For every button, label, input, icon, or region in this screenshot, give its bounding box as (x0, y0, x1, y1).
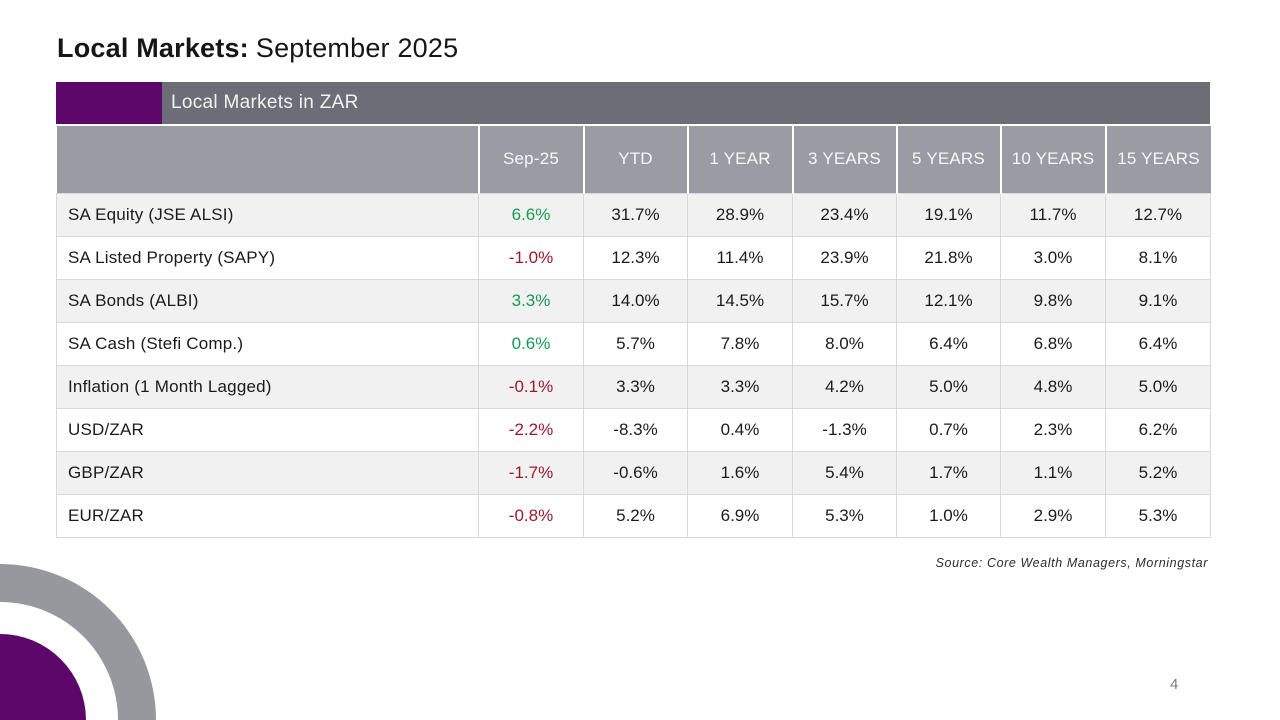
slide-title-period: September 2025 (255, 33, 459, 63)
local-markets-table-section: Local Markets in ZAR Sep-25 YTD 1 YEAR 3… (56, 82, 1211, 538)
table-row: SA Bonds (ALBI) 3.3% 14.0% 14.5% 15.7% 1… (56, 278, 1211, 323)
row-label: SA Equity (JSE ALSI) (56, 192, 479, 237)
metric-cell: -1.0% (478, 235, 584, 280)
metric-cell: 15.7% (792, 278, 897, 323)
metric-cell: 1.6% (687, 450, 793, 495)
metric-cell: 3.3% (583, 364, 688, 409)
metric-cell: 5.0% (896, 364, 1001, 409)
metric-cell: 0.4% (687, 407, 793, 452)
column-header-sep25: Sep-25 (477, 124, 584, 193)
page-number: 4 (1170, 676, 1179, 693)
metric-cell: 14.0% (583, 278, 688, 323)
metric-cell: 11.7% (1000, 192, 1106, 237)
metric-cell: 2.9% (1000, 493, 1106, 538)
table-row: EUR/ZAR -0.8% 5.2% 6.9% 5.3% 1.0% 2.9% 5… (56, 493, 1211, 538)
row-label: SA Cash (Stefi Comp.) (56, 321, 479, 366)
metric-cell: 12.1% (896, 278, 1001, 323)
table-row: Inflation (1 Month Lagged) -0.1% 3.3% 3.… (56, 364, 1211, 409)
metric-cell: 5.4% (792, 450, 897, 495)
metric-cell: -0.6% (583, 450, 688, 495)
column-header-blank (56, 124, 479, 193)
column-header-1year: 1 YEAR (686, 124, 793, 193)
metric-cell: -0.1% (478, 364, 584, 409)
metric-cell: 5.3% (792, 493, 897, 538)
row-label: SA Listed Property (SAPY) (56, 235, 479, 280)
metric-cell: 1.7% (896, 450, 1001, 495)
column-header-10years: 10 YEARS (999, 124, 1106, 193)
table-row: SA Equity (JSE ALSI) 6.6% 31.7% 28.9% 23… (56, 192, 1211, 237)
metric-cell: 1.0% (896, 493, 1001, 538)
metric-cell: 6.6% (478, 192, 584, 237)
metric-cell: 0.7% (896, 407, 1001, 452)
metric-cell: 8.1% (1105, 235, 1211, 280)
metric-cell: 6.4% (896, 321, 1001, 366)
table-row: SA Listed Property (SAPY) -1.0% 12.3% 11… (56, 235, 1211, 280)
metric-cell: -0.8% (478, 493, 584, 538)
metric-cell: 8.0% (792, 321, 897, 366)
metric-cell: -2.2% (478, 407, 584, 452)
metric-cell: 5.3% (1105, 493, 1211, 538)
metric-cell: -1.3% (792, 407, 897, 452)
column-header-3years: 3 YEARS (791, 124, 897, 193)
slide-title-bold: Local Markets: (57, 33, 249, 63)
row-label: Inflation (1 Month Lagged) (56, 364, 479, 409)
metric-cell: -8.3% (583, 407, 688, 452)
metric-cell: 23.4% (792, 192, 897, 237)
source-note: Source: Core Wealth Managers, Morningsta… (935, 556, 1208, 570)
table-banner-title: Local Markets in ZAR (162, 82, 1210, 124)
metric-cell: 3.3% (687, 364, 793, 409)
metric-cell: 4.8% (1000, 364, 1106, 409)
row-label: USD/ZAR (56, 407, 479, 452)
metric-cell: 14.5% (687, 278, 793, 323)
metric-cell: 5.2% (1105, 450, 1211, 495)
table-row: USD/ZAR -2.2% -8.3% 0.4% -1.3% 0.7% 2.3%… (56, 407, 1211, 452)
markets-table: Sep-25 YTD 1 YEAR 3 YEARS 5 YEARS 10 YEA… (56, 124, 1211, 538)
row-label: SA Bonds (ALBI) (56, 278, 479, 323)
metric-cell: 21.8% (896, 235, 1001, 280)
metric-cell: 31.7% (583, 192, 688, 237)
metric-cell: 7.8% (687, 321, 793, 366)
metric-cell: 6.9% (687, 493, 793, 538)
metric-cell: 11.4% (687, 235, 793, 280)
metric-cell: 12.7% (1105, 192, 1211, 237)
metric-cell: 1.1% (1000, 450, 1106, 495)
metric-cell: 5.0% (1105, 364, 1211, 409)
table-row: GBP/ZAR -1.7% -0.6% 1.6% 5.4% 1.7% 1.1% … (56, 450, 1211, 495)
metric-cell: 4.2% (792, 364, 897, 409)
row-label: EUR/ZAR (56, 493, 479, 538)
column-header-5years: 5 YEARS (895, 124, 1001, 193)
metric-cell: 9.1% (1105, 278, 1211, 323)
metric-cell: 5.7% (583, 321, 688, 366)
metric-cell: 9.8% (1000, 278, 1106, 323)
metric-cell: 6.4% (1105, 321, 1211, 366)
metric-cell: 2.3% (1000, 407, 1106, 452)
metric-cell: 5.2% (583, 493, 688, 538)
metric-cell: 6.2% (1105, 407, 1211, 452)
metric-cell: 0.6% (478, 321, 584, 366)
slide-title: Local Markets: September 2025 (57, 33, 458, 64)
metric-cell: 12.3% (583, 235, 688, 280)
metric-cell: 23.9% (792, 235, 897, 280)
column-header-15years: 15 YEARS (1104, 124, 1211, 193)
table-banner: Local Markets in ZAR (56, 82, 1210, 124)
metric-cell: 19.1% (896, 192, 1001, 237)
brand-color-block (56, 82, 162, 124)
metric-cell: 6.8% (1000, 321, 1106, 366)
column-header-row: Sep-25 YTD 1 YEAR 3 YEARS 5 YEARS 10 YEA… (56, 124, 1211, 193)
metric-cell: 3.0% (1000, 235, 1106, 280)
column-header-ytd: YTD (582, 124, 688, 193)
row-label: GBP/ZAR (56, 450, 479, 495)
metric-cell: 3.3% (478, 278, 584, 323)
table-row: SA Cash (Stefi Comp.) 0.6% 5.7% 7.8% 8.0… (56, 321, 1211, 366)
metric-cell: 28.9% (687, 192, 793, 237)
metric-cell: -1.7% (478, 450, 584, 495)
